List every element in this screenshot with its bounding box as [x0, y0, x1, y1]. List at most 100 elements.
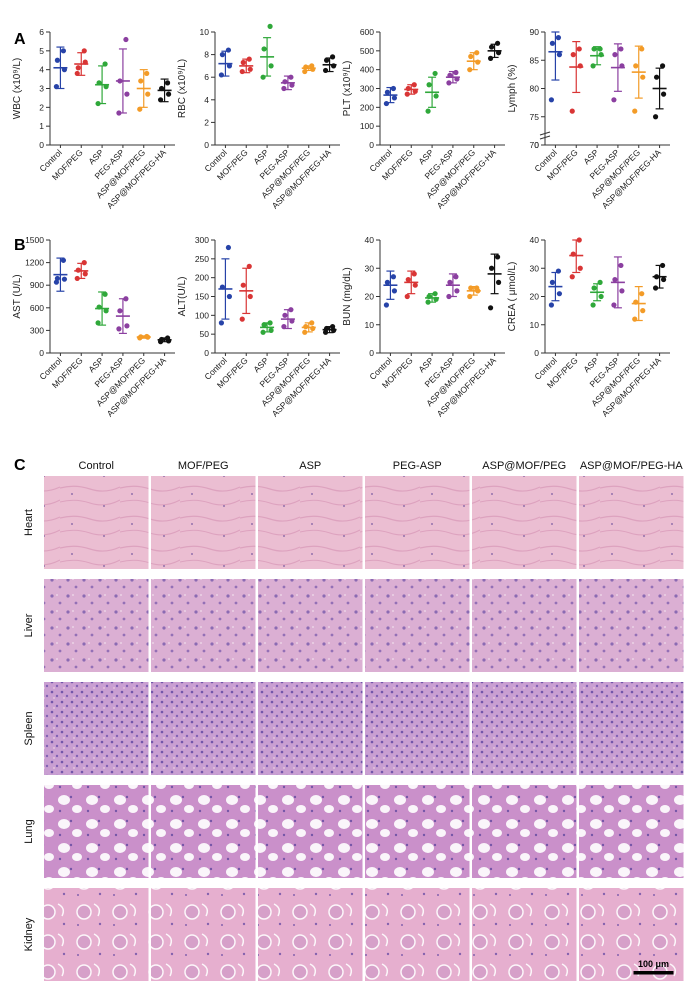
data-point — [405, 85, 411, 92]
chart-3: PLT (x10⁹/L)0100200300400500600ControlMO… — [342, 27, 505, 211]
data-point — [123, 36, 129, 43]
data-point — [225, 244, 232, 251]
data-point — [384, 279, 391, 285]
data-point — [494, 40, 501, 46]
data-point — [219, 52, 226, 58]
data-point — [164, 80, 171, 86]
histology-image — [472, 682, 577, 775]
data-point — [329, 324, 336, 330]
data-point — [446, 293, 452, 300]
data-point — [611, 97, 617, 103]
data-point — [576, 237, 582, 243]
data-point — [309, 63, 315, 69]
data-point — [487, 55, 494, 61]
data-point — [124, 91, 130, 97]
data-point — [219, 284, 226, 290]
data-point — [239, 316, 245, 322]
y-tick-label: 300 — [30, 325, 44, 335]
histology-image — [365, 682, 470, 775]
data-point — [590, 302, 596, 308]
data-point — [267, 320, 273, 326]
row-header: Lung — [23, 819, 35, 843]
data-point — [96, 304, 102, 310]
column-header: MOF/PEG — [178, 460, 229, 472]
data-point — [158, 336, 165, 343]
data-point — [226, 293, 233, 300]
data-point — [618, 262, 624, 269]
histology-image — [579, 476, 684, 569]
y-axis-label: CREA ( μmol/L) — [507, 262, 518, 332]
scale-bar-label: 100 μm — [638, 959, 669, 969]
y-tick-label: 0 — [369, 140, 374, 150]
y-tick-label: 400 — [360, 65, 374, 75]
histology-image — [44, 785, 149, 878]
data-point — [81, 48, 87, 54]
data-point — [633, 299, 639, 305]
data-point — [612, 276, 618, 283]
data-point — [138, 78, 144, 84]
data-point — [103, 308, 109, 314]
data-point — [619, 63, 625, 69]
data-point — [218, 320, 225, 326]
data-point — [138, 334, 144, 340]
y-tick-label: 2 — [39, 102, 44, 112]
data-point — [260, 329, 266, 335]
data-point — [323, 57, 330, 63]
y-tick-label: 40 — [365, 235, 375, 245]
data-point — [659, 262, 666, 269]
data-point — [246, 56, 252, 62]
data-point — [103, 84, 109, 90]
data-point — [454, 288, 460, 294]
data-point — [240, 59, 246, 66]
y-tick-label: 70 — [530, 140, 540, 150]
y-tick-label: 200 — [195, 273, 209, 283]
data-point — [660, 276, 667, 283]
data-point — [383, 100, 390, 107]
histology-image — [472, 785, 577, 878]
data-point — [474, 50, 480, 56]
y-tick-label: 75 — [530, 112, 540, 122]
data-point — [239, 68, 245, 75]
data-point — [390, 85, 397, 92]
data-point — [453, 274, 459, 280]
data-point — [390, 274, 397, 280]
column-header: PEG-ASP — [393, 460, 442, 472]
y-tick-label: 0 — [534, 348, 539, 358]
y-axis-label: PLT (x10⁹/L) — [342, 61, 353, 117]
histology-image — [151, 785, 256, 878]
data-point — [123, 296, 129, 302]
histology-image — [151, 682, 256, 775]
y-axis-label: AST (U/L) — [12, 274, 23, 318]
y-tick-label: 85 — [530, 55, 540, 65]
data-point — [383, 302, 390, 308]
data-point — [240, 282, 246, 288]
data-point — [60, 257, 67, 263]
data-point — [411, 271, 417, 277]
data-point — [384, 89, 391, 95]
y-tick-label: 30 — [530, 263, 540, 273]
y-axis-label: ALT(U/L) — [177, 277, 188, 317]
y-tick-label: 3 — [39, 84, 44, 94]
column-header: Control — [79, 460, 114, 472]
data-point — [74, 275, 80, 282]
y-tick-label: 600 — [30, 303, 44, 313]
histology-image — [472, 888, 577, 981]
y-tick-label: 1 — [39, 121, 44, 131]
data-point — [102, 61, 108, 67]
data-point — [82, 59, 88, 65]
y-tick-label: 0 — [39, 348, 44, 358]
y-tick-label: 30 — [365, 263, 375, 273]
data-point — [391, 95, 398, 101]
data-point — [618, 46, 624, 52]
data-point — [494, 254, 501, 260]
data-point — [95, 100, 101, 107]
data-point — [591, 46, 597, 52]
y-tick-label: 6 — [204, 72, 209, 82]
histology-image — [258, 682, 363, 775]
data-point — [468, 53, 474, 60]
data-point — [633, 63, 639, 69]
histology-image — [258, 785, 363, 878]
histology-image — [258, 888, 363, 981]
